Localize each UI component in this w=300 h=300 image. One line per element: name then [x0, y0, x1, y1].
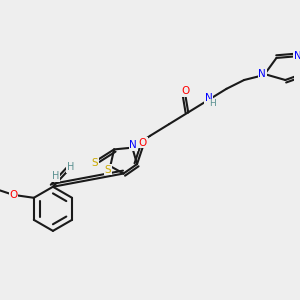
Text: S: S — [105, 165, 111, 175]
Text: S: S — [92, 158, 98, 168]
Text: H: H — [67, 162, 74, 172]
Text: H: H — [52, 172, 60, 182]
Text: N: N — [129, 140, 137, 150]
Text: O: O — [9, 190, 17, 200]
Text: H: H — [209, 99, 216, 108]
Text: O: O — [139, 138, 147, 148]
Text: N: N — [294, 52, 300, 61]
Text: O: O — [181, 86, 189, 96]
Text: N: N — [205, 93, 213, 103]
Text: N: N — [259, 69, 266, 79]
